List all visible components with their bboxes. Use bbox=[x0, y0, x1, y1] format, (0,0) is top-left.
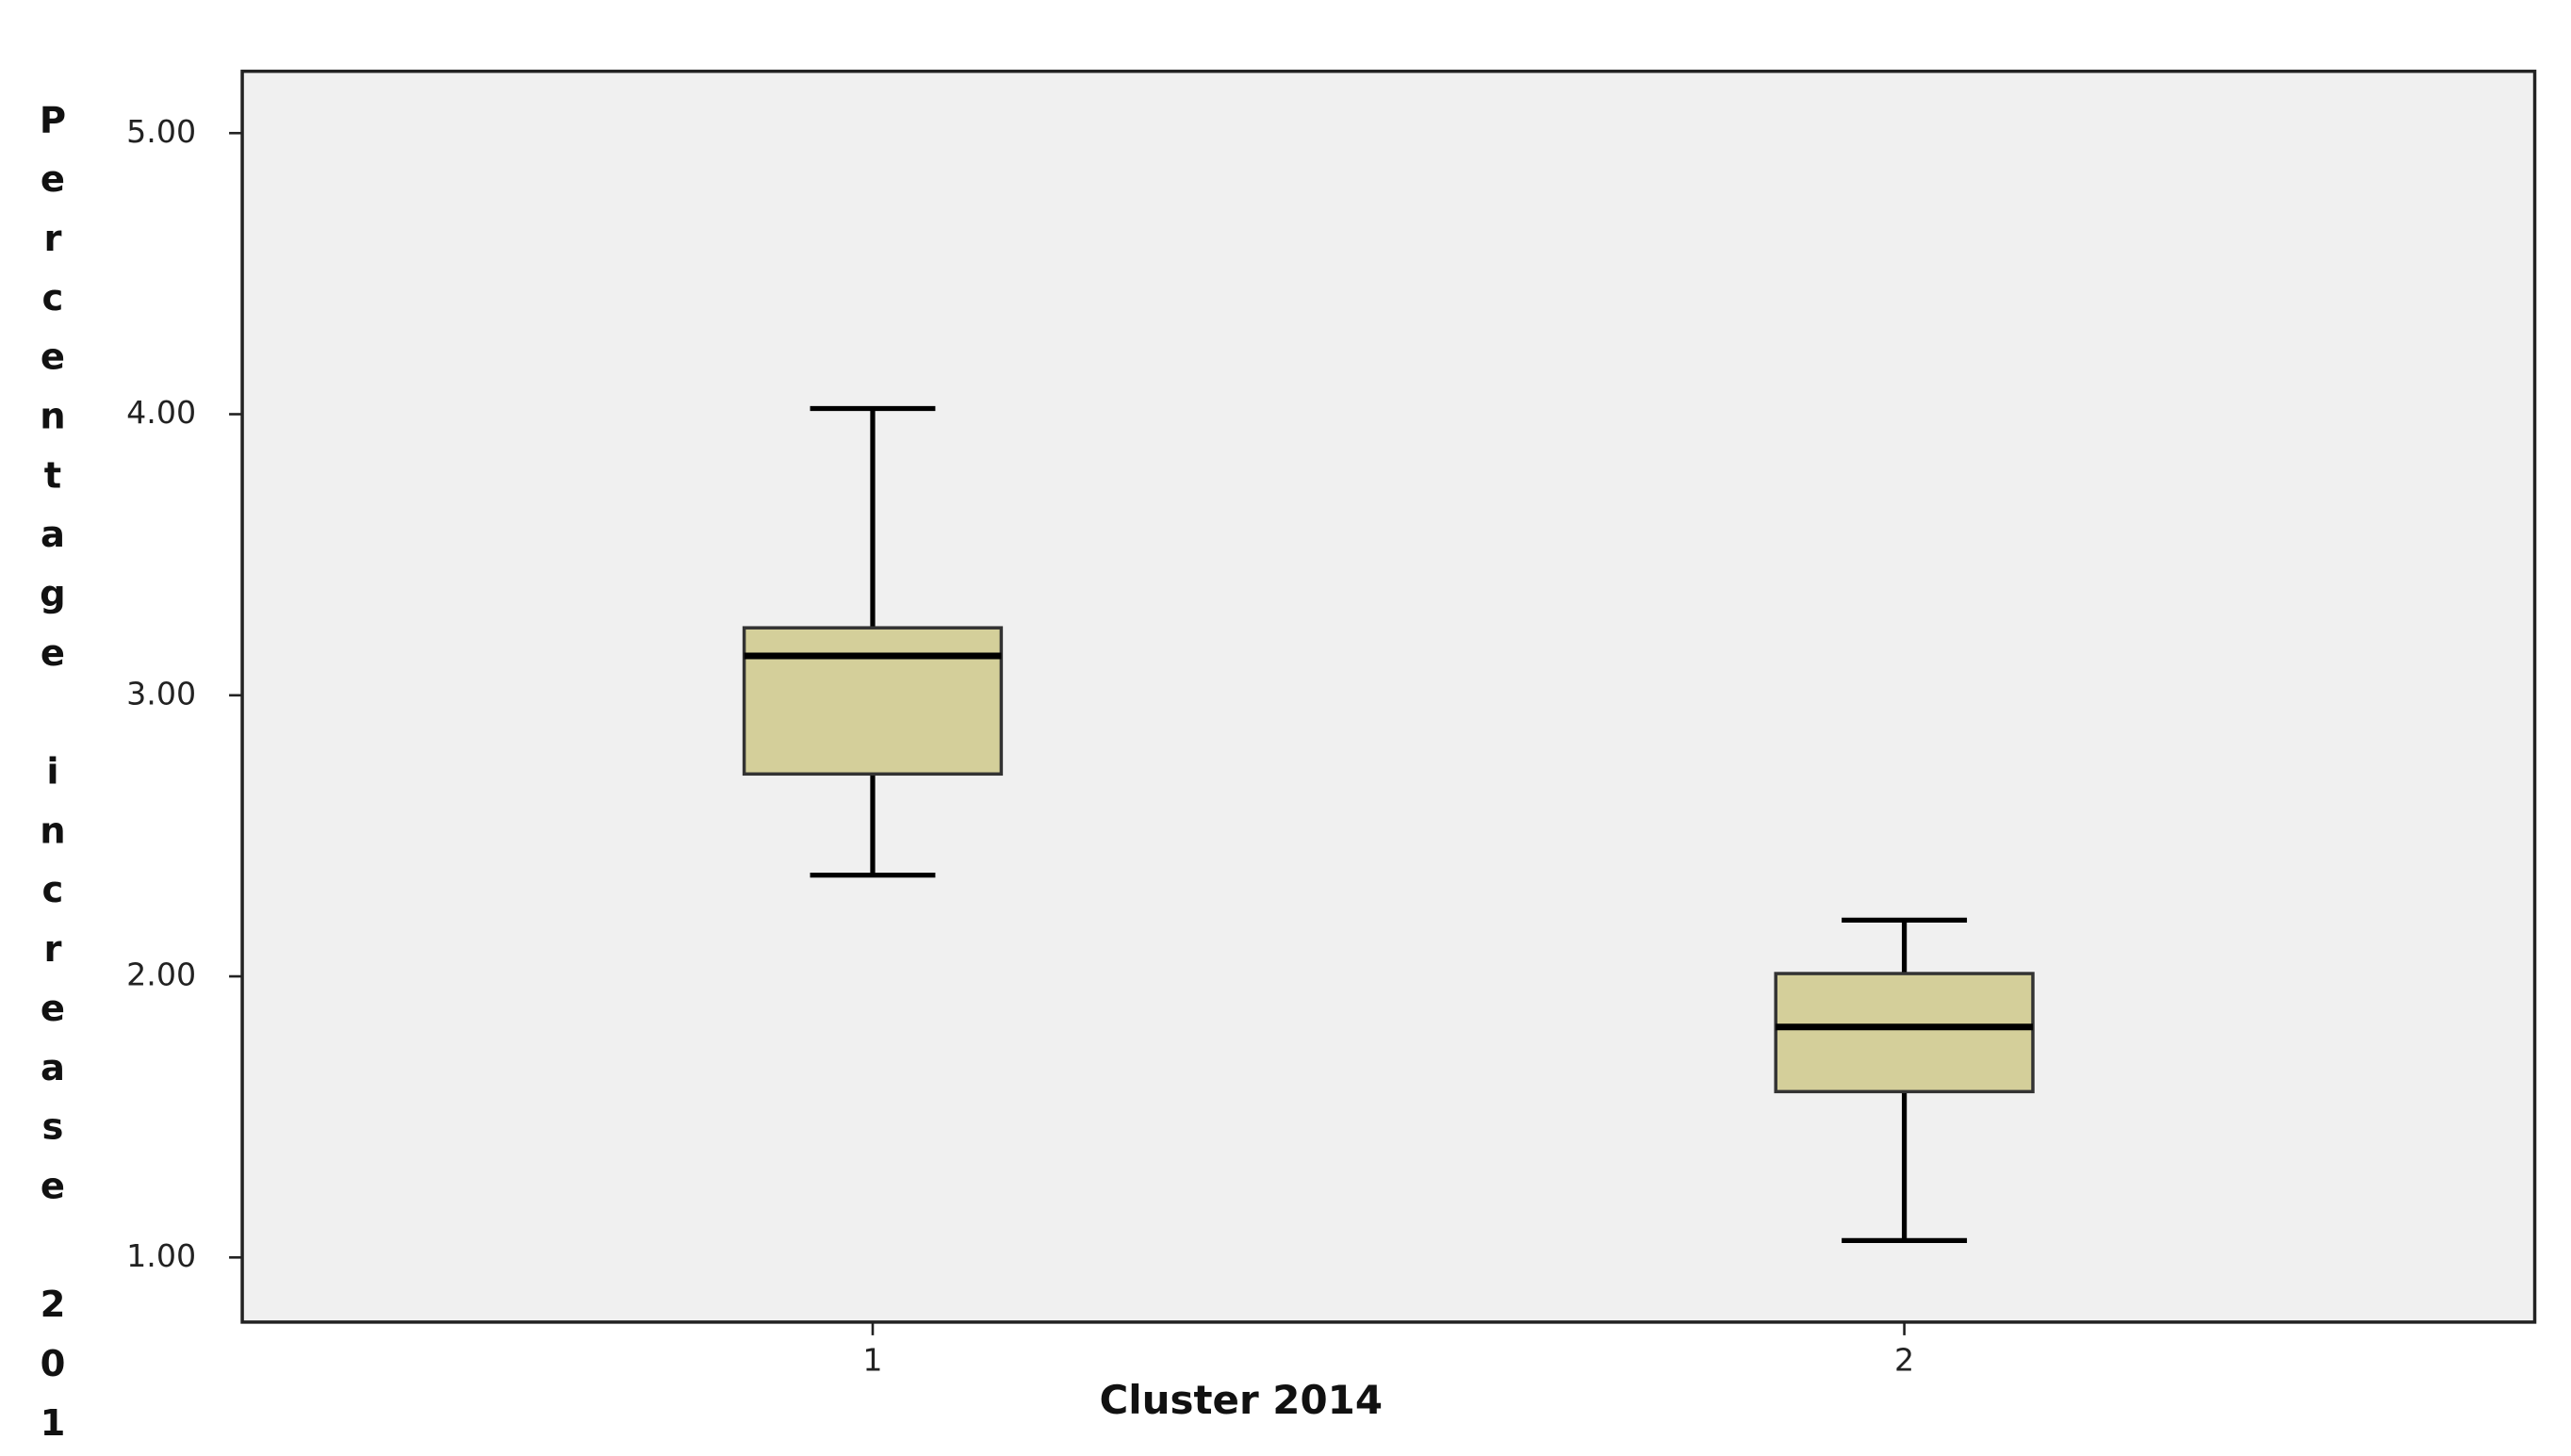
y-tick-label: 5.00 bbox=[126, 113, 196, 150]
x-tick-label: 2 bbox=[1894, 1341, 1914, 1378]
y-tick-label: 1.00 bbox=[126, 1237, 196, 1274]
y-tick-label: 4.00 bbox=[126, 394, 196, 431]
x-axis-label: Cluster 2014 bbox=[1099, 1377, 1383, 1423]
y-tick-label: 3.00 bbox=[126, 675, 196, 712]
box bbox=[742, 626, 1004, 777]
plot-area bbox=[240, 69, 2537, 1324]
box bbox=[1774, 972, 2035, 1094]
x-tick-label: 1 bbox=[862, 1341, 882, 1378]
y-axis-label: Percentage increase 2014 bbox=[31, 99, 74, 1456]
y-tick-label: 2.00 bbox=[126, 957, 196, 993]
